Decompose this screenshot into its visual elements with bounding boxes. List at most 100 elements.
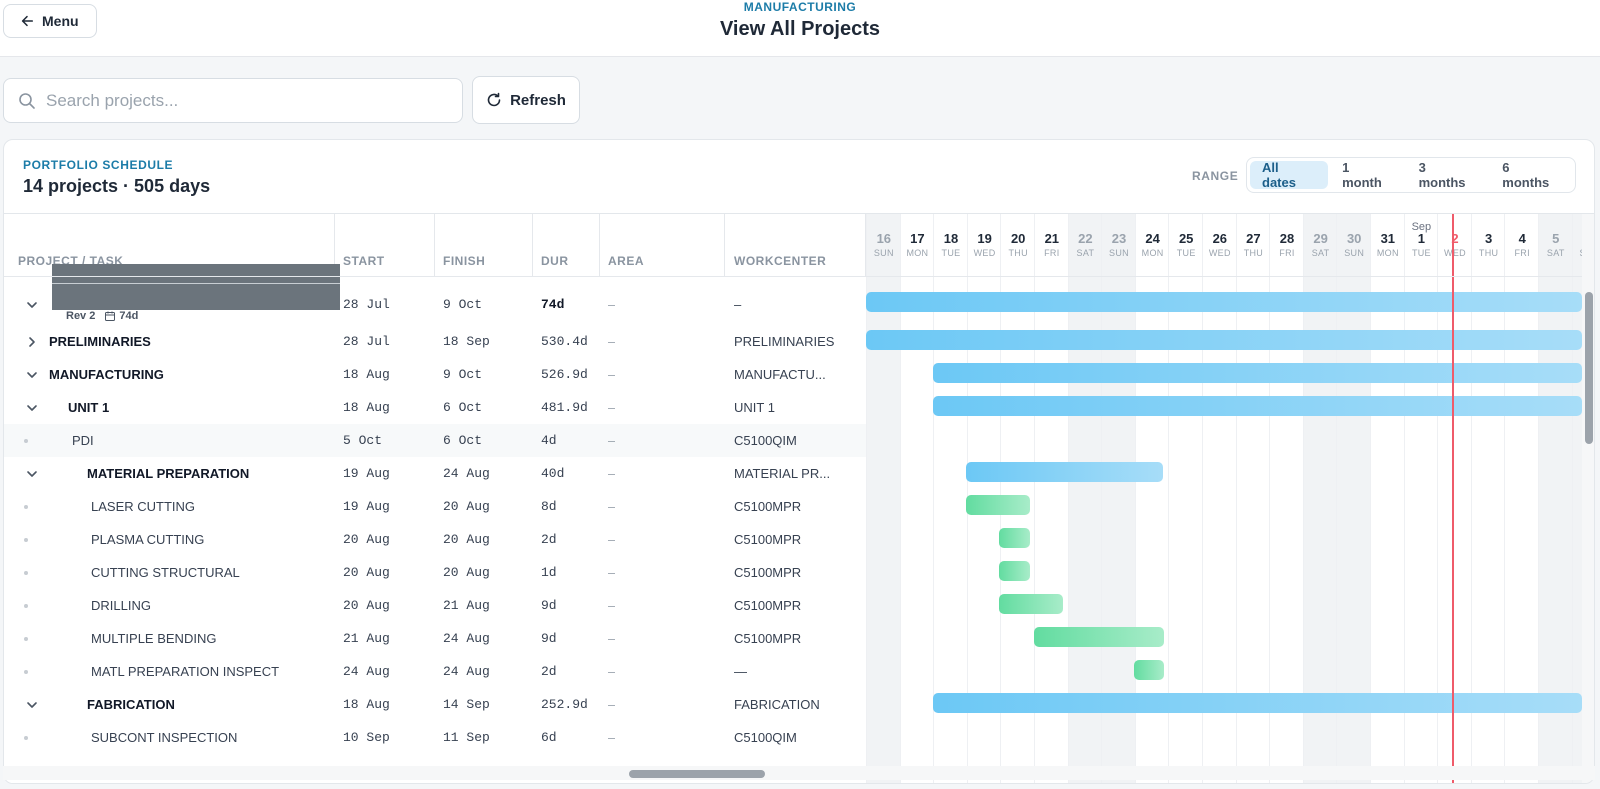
schedule-eyebrow: PORTFOLIO SCHEDULE <box>23 158 174 172</box>
table-row[interactable]: PRELIMINARIES 28 Jul 18 Sep 530.4d – PRELIMIN… <box>4 325 866 358</box>
summary-bar[interactable] <box>933 693 1582 713</box>
summary-bar[interactable] <box>866 292 1582 312</box>
col-start[interactable]: START <box>343 254 385 268</box>
calendar-icon <box>105 311 116 321</box>
row-highlight <box>4 424 866 457</box>
workcenter: C5100MPR <box>734 532 802 547</box>
vertical-scrollbar[interactable] <box>1582 214 1594 783</box>
day-number: 21 <box>1044 231 1060 246</box>
day-column: Sep 1 TUE <box>1403 214 1438 783</box>
start-date: 20 Aug <box>343 565 390 580</box>
task-bar[interactable] <box>966 495 1030 515</box>
workcenter: C5100MPR <box>734 499 802 514</box>
workcenter: MANUFACTU... <box>734 367 826 382</box>
day-number: 22 <box>1078 231 1093 246</box>
start-date: 19 Aug <box>343 499 390 514</box>
range-1-month[interactable]: 1 month <box>1342 160 1382 190</box>
range-6-months[interactable]: 6 months <box>1502 160 1550 190</box>
workcenter: C5100MPR <box>734 565 802 580</box>
summary-bar[interactable] <box>966 462 1163 482</box>
day-of-week: SAT <box>1311 248 1330 258</box>
day-number: 1 <box>1417 231 1425 246</box>
start-date: 18 Aug <box>343 400 390 415</box>
horizontal-scrollbar[interactable] <box>3 766 1595 780</box>
day-of-week: THU <box>1008 248 1028 258</box>
table-row[interactable]: FABRICATION 18 Aug 14 Sep 252.9d – FABRICATIO… <box>4 688 866 721</box>
workcenter: C5100MPR <box>734 631 802 646</box>
table-row[interactable]: CUTTING STRUCTURAL 20 Aug 20 Aug 1d – C5100MP… <box>4 556 866 589</box>
search-input[interactable] <box>46 90 446 111</box>
chevron-down-icon[interactable] <box>25 298 39 312</box>
summary-bar[interactable] <box>933 363 1582 383</box>
task-table: PROJECT / TASK START FINISH DUR AREA WOR… <box>4 214 866 783</box>
task-bar[interactable] <box>999 594 1063 614</box>
day-number: 18 <box>943 231 959 246</box>
task-bar[interactable] <box>1134 660 1164 680</box>
task-name: PDI <box>72 433 94 448</box>
gantt-timeline[interactable]: 16 SUN 17 MON 18 TUE 19 WED 20 THU 21 FRI 22 SAT 23 SUN… <box>866 214 1582 783</box>
day-column: 31 MON <box>1370 214 1404 783</box>
chevron-right-icon[interactable] <box>25 335 39 349</box>
day-of-week: MON <box>906 248 929 258</box>
col-workcenter[interactable]: WORKCENTER <box>734 254 827 268</box>
col-finish[interactable]: FINISH <box>443 254 486 268</box>
day-of-week: SUN <box>1344 248 1365 258</box>
duration: 2d <box>541 532 557 547</box>
day-number: 20 <box>1010 231 1026 246</box>
table-row[interactable]: LASER CUTTING 19 Aug 20 Aug 8d – C5100MPR <box>4 490 866 523</box>
schedule-summary: 14 projects · 505 days <box>23 176 211 196</box>
area: – <box>608 730 616 745</box>
chevron-down-icon[interactable] <box>25 698 39 712</box>
leaf-dot <box>24 637 28 641</box>
area: – <box>608 631 616 646</box>
leaf-dot <box>24 736 28 740</box>
table-row[interactable]: DRILLING 20 Aug 21 Aug 9d – C5100MPR <box>4 589 866 622</box>
range-label: RANGE <box>1192 169 1239 183</box>
task-bar[interactable] <box>1034 627 1164 647</box>
col-divider <box>599 214 600 276</box>
summary-bar[interactable] <box>933 396 1582 416</box>
col-area[interactable]: AREA <box>608 254 645 268</box>
refresh-button[interactable]: Refresh <box>472 76 580 124</box>
chevron-down-icon[interactable] <box>25 401 39 415</box>
table-row[interactable]: MANUFACTURING 18 Aug 9 Oct 526.9d – MANUFACTU… <box>4 358 866 391</box>
chevron-down-icon[interactable] <box>25 368 39 382</box>
range-all-dates[interactable]: All dates <box>1250 160 1329 190</box>
summary-bar[interactable] <box>866 330 1582 350</box>
table-row[interactable]: PDI 5 Oct 6 Oct 4d – C5100QIM <box>4 424 866 457</box>
leaf-dot <box>24 670 28 674</box>
workcenter: C5100QIM <box>734 433 797 448</box>
horizontal-scroll-thumb[interactable] <box>629 770 765 778</box>
task-bar[interactable] <box>999 528 1030 548</box>
finish-date: 24 Aug <box>443 631 490 646</box>
table-row[interactable]: MATERIAL PREPARATION 19 Aug 24 Aug 40d – MATE… <box>4 457 866 490</box>
col-dur[interactable]: DUR <box>541 254 569 268</box>
task-name: DRILLING <box>91 598 151 613</box>
vertical-scroll-thumb[interactable] <box>1585 292 1593 444</box>
task-bar[interactable] <box>999 561 1030 581</box>
day-of-week: TUE <box>941 248 961 258</box>
finish-date: 9 Oct <box>443 297 483 312</box>
table-row[interactable]: MULTIPLE BENDING 21 Aug 24 Aug 9d – C5100MPR <box>4 622 866 655</box>
chevron-down-icon[interactable] <box>25 467 39 481</box>
menu-button[interactable]: Menu <box>3 4 97 38</box>
leaf-dot <box>24 604 28 608</box>
table-row[interactable]: SUBCONT INSPECTION 10 Sep 11 Sep 6d – C5100QI… <box>4 721 866 754</box>
table-row[interactable]: UNIT 1 18 Aug 6 Oct 481.9d – UNIT 1 <box>4 391 866 424</box>
finish-date: 11 Sep <box>443 730 490 745</box>
table-row[interactable]: PLASMA CUTTING 20 Aug 20 Aug 2d – C5100MPR <box>4 523 866 556</box>
table-row[interactable]: 28 Jul 9 Oct 74d – – <box>4 288 866 321</box>
start-date: 20 Aug <box>343 532 390 547</box>
day-column: 3 THU <box>1470 214 1505 783</box>
day-column: 17 MON <box>899 214 934 783</box>
day-of-week: MON <box>1141 248 1164 258</box>
table-row[interactable]: MATL PREPARATION INSPECT 24 Aug 24 Aug 2d – — <box>4 655 866 688</box>
duration: 74d <box>541 297 565 312</box>
range-3-months[interactable]: 3 months <box>1418 160 1466 190</box>
day-of-week: SAT <box>1076 248 1095 258</box>
range-selector: All dates 1 month 3 months 6 months <box>1246 157 1576 193</box>
day-number: 28 <box>1279 231 1295 246</box>
workcenter: C5100QIM <box>734 730 797 745</box>
day-number: 4 <box>1518 231 1526 246</box>
col-divider <box>532 214 533 276</box>
